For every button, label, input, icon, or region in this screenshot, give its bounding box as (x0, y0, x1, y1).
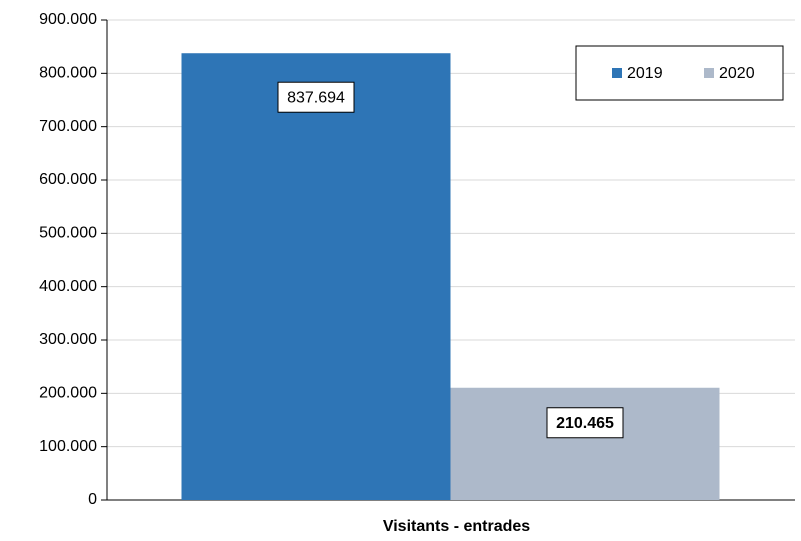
y-tick-label: 400.000 (39, 278, 97, 295)
y-tick-label: 500.000 (39, 225, 97, 242)
value-label-box (277, 81, 355, 113)
legend-marker (704, 68, 714, 78)
legend-box (575, 45, 784, 101)
value-label: 837.694 (287, 89, 345, 106)
x-tick-label: Visitants - entrades (383, 518, 530, 535)
y-tick-label: 100.000 (39, 438, 97, 455)
value-label: 210.465 (556, 415, 614, 432)
y-tick-label: 900.000 (39, 11, 97, 28)
y-tick-label: 700.000 (39, 118, 97, 135)
y-tick-label: 0 (88, 491, 97, 508)
y-tick-label: 600.000 (39, 171, 97, 188)
value-label-box (546, 407, 624, 439)
legend-label: 2019 (627, 65, 663, 82)
y-tick-label: 800.000 (39, 65, 97, 82)
legend-marker (612, 68, 622, 78)
legend-label: 2020 (719, 65, 755, 82)
bar (181, 53, 451, 501)
bar (450, 387, 720, 500)
y-tick-label: 200.000 (39, 385, 97, 402)
y-tick-label: 300.000 (39, 331, 97, 348)
